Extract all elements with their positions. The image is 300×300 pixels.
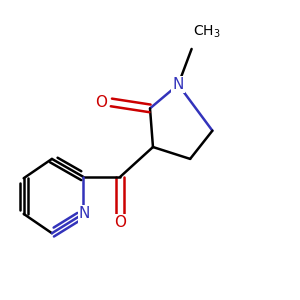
Text: O: O [114,215,126,230]
Text: CH$_3$: CH$_3$ [193,24,220,40]
Text: N: N [79,206,90,221]
Text: O: O [95,95,107,110]
Text: N: N [172,77,184,92]
